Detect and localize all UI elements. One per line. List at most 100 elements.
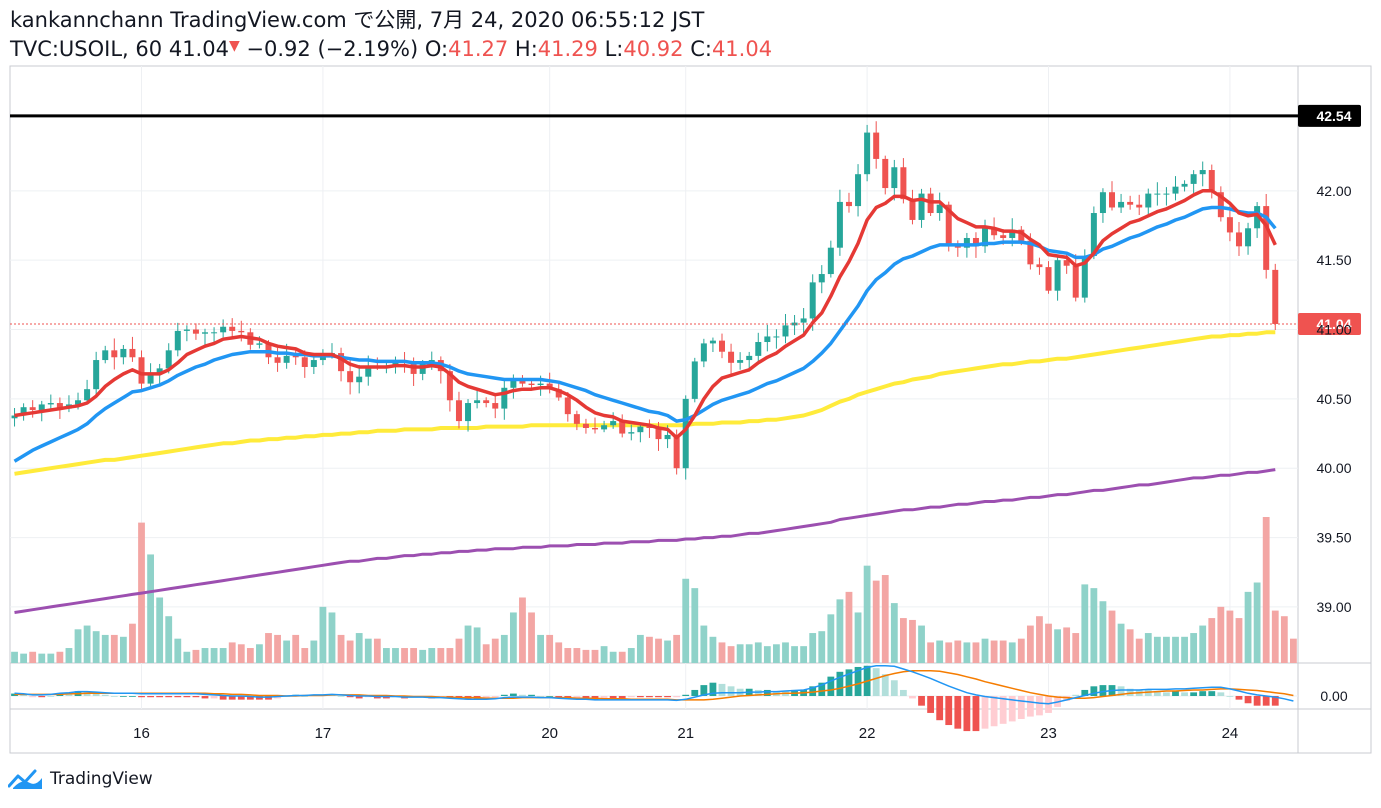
- volume-bar: [854, 612, 862, 663]
- candle-body: [619, 421, 626, 434]
- ma-mid-line: [14, 330, 1276, 476]
- time-axis[interactable]: 16 17 20 21 22 23 24: [133, 725, 1238, 742]
- candle-body: [229, 326, 236, 331]
- price-axis[interactable]: 42.00 41.50 41.00 40.50 40.00 39.50 39.00 0.00: [1316, 183, 1351, 704]
- candle-body: [1090, 213, 1097, 257]
- volume-bar: [301, 648, 309, 663]
- volume-bar: [918, 625, 925, 663]
- time-tick-label: 22: [859, 725, 876, 742]
- macd-histogram-bar: [727, 686, 735, 696]
- candle-body: [991, 228, 998, 236]
- macd-histogram-bar: [945, 696, 953, 726]
- macd-histogram-bar: [990, 696, 998, 727]
- macd-histogram-bar: [972, 696, 980, 732]
- footer-brand-name: TradingView: [50, 769, 153, 789]
- volume-bar: [754, 642, 762, 663]
- candle-body: [174, 330, 181, 351]
- volume-bar: [65, 648, 73, 663]
- candle-body: [592, 428, 599, 430]
- macd-histogram-bar: [618, 696, 626, 699]
- macd-histogram-bar: [537, 696, 544, 697]
- candle-body: [610, 421, 617, 426]
- candle-body: [102, 350, 109, 361]
- candle-body: [818, 274, 825, 283]
- volume-bar: [11, 651, 18, 663]
- macd-histogram-bar: [754, 689, 762, 696]
- candle-body: [1045, 267, 1052, 291]
- macd-pane: [10, 665, 1298, 732]
- volume-bar: [555, 642, 563, 663]
- macd-histogram-bar: [1072, 694, 1080, 696]
- volume-bar: [936, 640, 944, 663]
- volume-bar: [1081, 584, 1089, 663]
- macd-histogram-bar: [827, 676, 835, 696]
- candle-body: [646, 426, 653, 429]
- candle-body: [655, 428, 662, 440]
- macd-histogram-bar: [65, 693, 73, 696]
- volume-bar: [664, 640, 671, 663]
- volume-bar: [546, 634, 554, 663]
- volume-bar: [337, 634, 345, 663]
- last-price-label: 41.04: [1316, 316, 1351, 332]
- resistance-price-badge: [1298, 104, 1361, 127]
- volume-bar: [355, 633, 363, 663]
- macd-histogram-bar: [119, 696, 127, 697]
- volume-bar: [899, 618, 907, 663]
- symbol-label[interactable]: TVC:USOIL, 60: [10, 37, 163, 61]
- macd-histogram-bar: [355, 696, 363, 699]
- volume-bar: [909, 619, 916, 663]
- volume-bar: [464, 625, 472, 663]
- candle-body: [1199, 170, 1206, 175]
- macd-histogram-bar: [101, 694, 109, 696]
- candle-body: [1181, 183, 1188, 187]
- volume-bar: [827, 614, 835, 663]
- volume-bar: [228, 642, 236, 663]
- candle-body: [47, 403, 54, 405]
- candle-body: [1000, 235, 1007, 238]
- macd-histogram-bar: [346, 696, 354, 698]
- macd-histogram-bar: [636, 696, 644, 698]
- volume-bar: [83, 625, 91, 663]
- open-label: O:: [424, 37, 449, 61]
- candle-body: [573, 414, 580, 424]
- macd-histogram-bar: [918, 696, 925, 706]
- volume-bar: [963, 642, 971, 663]
- volume-bar: [682, 578, 690, 663]
- macd-histogram-bar: [899, 689, 907, 696]
- macd-histogram-bar: [246, 696, 254, 700]
- candle-body: [1226, 217, 1233, 233]
- price-tick-label: 41.00: [1316, 322, 1351, 338]
- ohlc-legend: TVC:USOIL, 60 41.04▼ −0.92 (−2.19%) O:41…: [10, 34, 772, 61]
- volume-bar: [437, 648, 445, 663]
- footer-branding[interactable]: TradingView: [8, 768, 153, 790]
- price-tick-label: 42.00: [1316, 183, 1351, 199]
- candle-body: [855, 174, 862, 207]
- price-tick-label: 39.00: [1316, 599, 1351, 615]
- macd-histogram-bar: [201, 696, 209, 699]
- volume-bar: [265, 633, 272, 663]
- macd-histogram-bar: [110, 696, 118, 697]
- macd-histogram-bar: [147, 696, 154, 698]
- candle-body: [891, 167, 898, 189]
- candle-body: [84, 389, 91, 401]
- macd-histogram-bar: [29, 696, 37, 698]
- volume-bar: [1190, 633, 1198, 663]
- candle-body: [1072, 265, 1079, 298]
- candle-body: [120, 348, 127, 358]
- volume-bar: [428, 648, 436, 663]
- candle-body: [111, 350, 118, 358]
- candle-body: [555, 389, 562, 398]
- volume-bar: [101, 634, 109, 663]
- volume-bar: [519, 597, 526, 663]
- volume-bar: [1108, 610, 1116, 663]
- macd-histogram-bar: [337, 696, 345, 697]
- volume-bar: [473, 627, 481, 663]
- volume-bar: [1280, 616, 1288, 663]
- macd-histogram-bar: [92, 693, 100, 696]
- candle-body: [310, 360, 317, 367]
- volume-bar: [346, 640, 354, 663]
- time-tick-label: 21: [677, 725, 694, 742]
- candle-body: [537, 383, 544, 386]
- candle-body: [183, 329, 190, 331]
